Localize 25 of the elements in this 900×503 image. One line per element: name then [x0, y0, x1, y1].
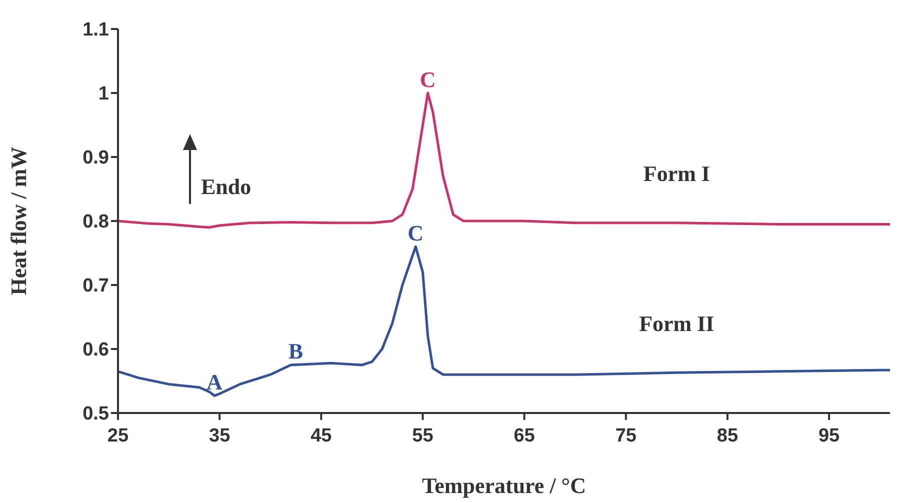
- y-tick-label: 0.5: [82, 404, 110, 425]
- x-tick-label: 35: [209, 425, 231, 446]
- x-tick-label: 85: [716, 425, 738, 446]
- x-tick-label: 45: [310, 425, 332, 446]
- y-tick-label: 0.9: [82, 148, 109, 169]
- annotation: C: [408, 220, 424, 246]
- y-tick-label: 1: [98, 84, 110, 105]
- x-tick-label: 65: [514, 425, 536, 446]
- y-axis-title: Heat flow / mW: [6, 146, 31, 296]
- series-label: Form I: [642, 160, 711, 187]
- x-tick-label: 95: [818, 425, 840, 446]
- series-label: Form II: [638, 310, 716, 337]
- x-tick-label: 25: [107, 425, 129, 446]
- x-axis-title: Temperature / °C: [422, 473, 586, 498]
- annotation: C: [420, 67, 436, 92]
- y-tick-label: 1.1: [82, 20, 110, 41]
- annotation: Endo: [201, 174, 252, 200]
- y-tick-label: 0.8: [82, 212, 109, 233]
- y-tick-label: 0.7: [82, 276, 109, 297]
- annotation: A: [206, 370, 223, 395]
- annotation: B: [288, 338, 304, 364]
- x-tick-label: 55: [412, 425, 434, 446]
- x-tick-label: 75: [615, 425, 637, 446]
- line-series: [118, 245, 890, 397]
- y-tick-label: 0.6: [82, 340, 109, 361]
